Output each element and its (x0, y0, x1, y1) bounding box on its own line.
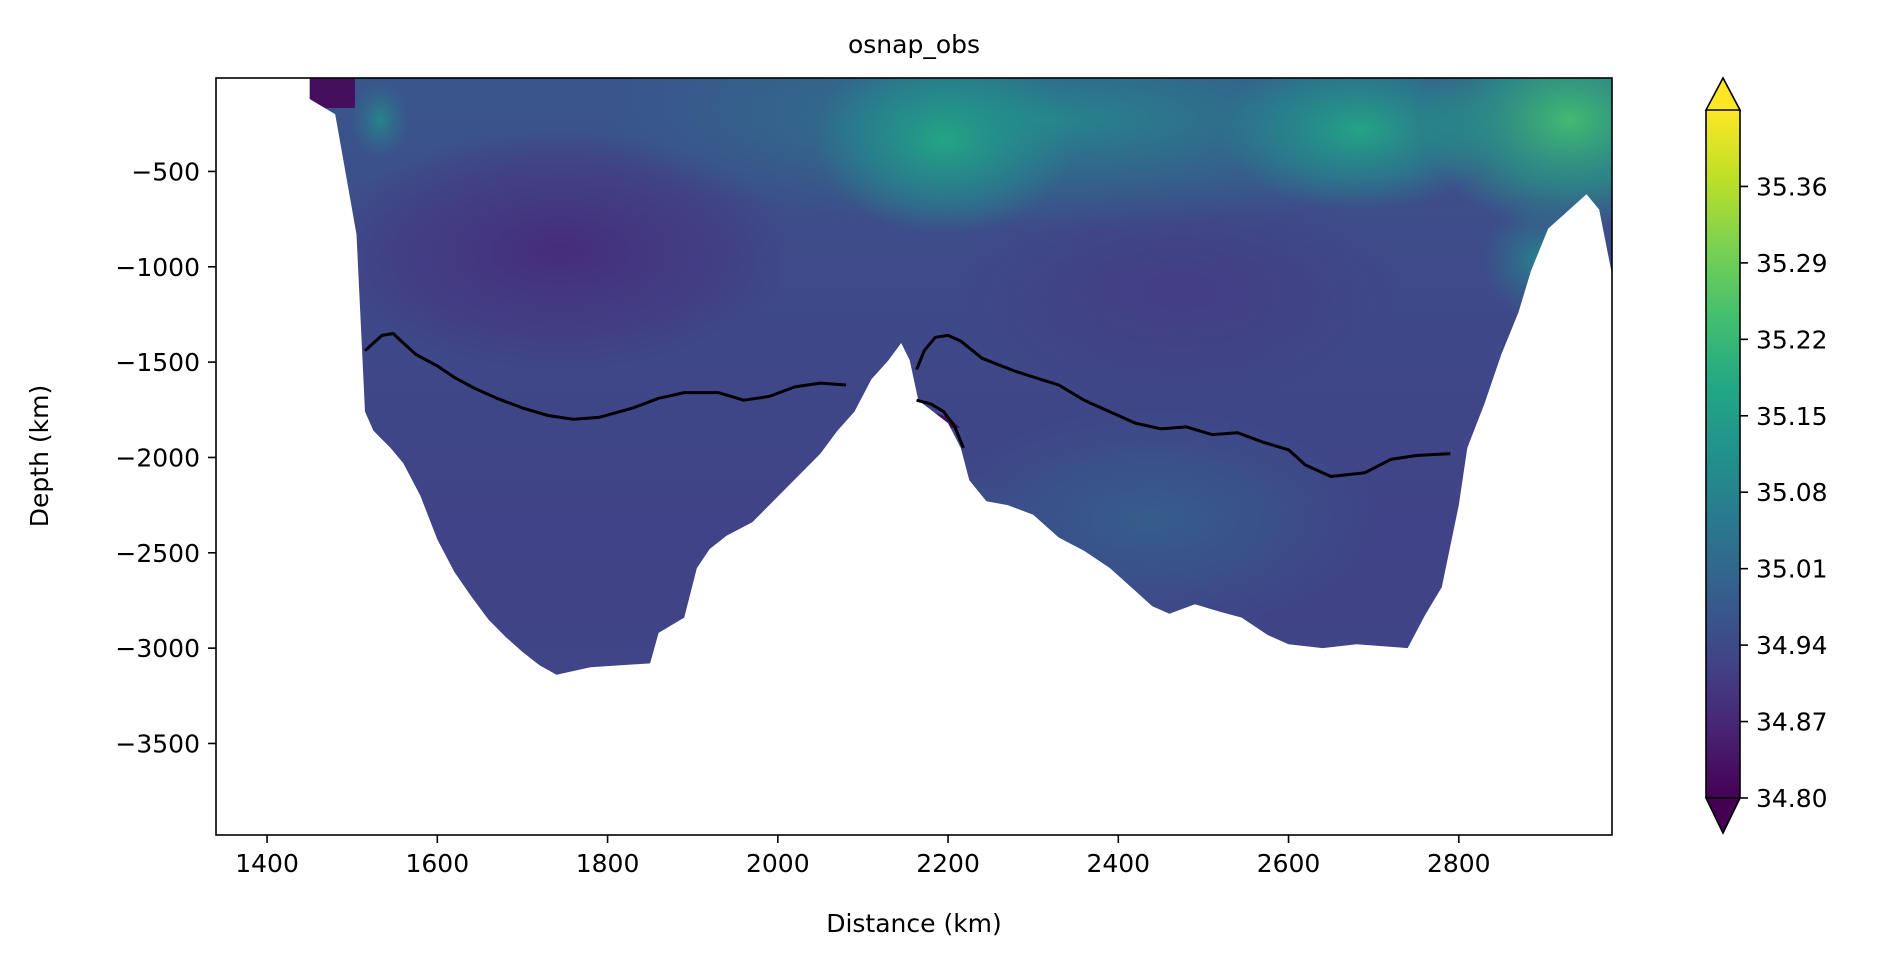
colorbar-ticks: 34.80 34.87 34.94 35.01 35.08 35.15 35.22 35.29… (1740, 172, 1828, 813)
x-tick-label: 2400 (1086, 849, 1150, 878)
seafloor-mask (216, 78, 1612, 835)
colorbar-tick-label: 35.15 (1756, 402, 1828, 431)
x-tick-label: 1400 (235, 849, 299, 878)
colorbar-tick-label: 35.08 (1756, 478, 1828, 507)
y-tick-label: −2500 (115, 539, 200, 568)
x-axis-ticks: 1400 1600 1800 2000 2200 2400 2600 2800 (235, 835, 1491, 878)
x-axis-label: Distance (km) (826, 909, 1002, 938)
x-tick-label: 2800 (1427, 849, 1491, 878)
contour-line-2 (915, 333, 1451, 478)
colorbar-tick-label: 35.01 (1756, 555, 1828, 584)
y-tick-label: −1500 (115, 348, 200, 377)
y-tick-label: −3000 (115, 634, 200, 663)
colorbar-tick-label: 34.87 (1756, 708, 1828, 737)
x-tick-label: 1800 (576, 849, 640, 878)
plot-frame (215, 77, 1613, 836)
x-tick-label: 2000 (746, 849, 810, 878)
y-axis-ticks: −500 −1000 −1500 −2000 −2500 −3000 −3500 (115, 157, 216, 758)
chart-title: osnap_obs (848, 30, 980, 59)
y-axis-label: Depth (km) (25, 385, 54, 527)
colorbar-tick-label: 35.22 (1756, 325, 1828, 354)
x-tick-label: 1600 (406, 849, 470, 878)
x-tick-label: 2200 (916, 849, 980, 878)
colorbar-extend-max (1704, 76, 1742, 111)
x-tick-label: 2600 (1257, 849, 1321, 878)
y-tick-label: −2000 (115, 443, 200, 472)
contour-line-1 (363, 332, 847, 421)
contour-lines (363, 332, 1451, 478)
colorbar-gradient (1706, 110, 1740, 798)
colorbar-tick-label: 35.29 (1756, 249, 1828, 278)
contour-line-3 (916, 398, 965, 449)
colorbar: 34.80 34.87 34.94 35.01 35.08 35.15 35.22 35.29… (1704, 76, 1828, 835)
colorbar-extend-min (1704, 797, 1742, 835)
colorbar-tick-label: 34.80 (1756, 784, 1828, 813)
colorbar-tick-label: 34.94 (1756, 631, 1828, 660)
y-tick-label: −500 (131, 157, 200, 186)
y-tick-label: −1000 (115, 253, 200, 282)
y-tick-label: −3500 (115, 729, 200, 758)
colorbar-tick-label: 35.36 (1756, 172, 1828, 201)
colorbar-outline (1705, 110, 1741, 798)
